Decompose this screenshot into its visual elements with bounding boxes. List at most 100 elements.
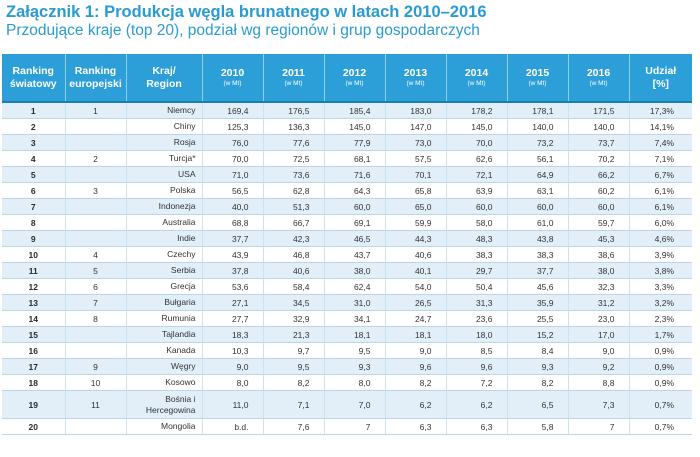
share-cell: 17,3% (629, 102, 692, 119)
value-cell-2013: 65,8 (385, 182, 447, 199)
value-cell-2013: 6,2 (385, 390, 447, 419)
value-cell-2010: 37,7 (202, 230, 264, 247)
ranking-europe-cell (65, 326, 127, 343)
share-cell: 6,7% (629, 166, 692, 183)
value-cell-2013: 57,5 (385, 150, 447, 167)
table-row: 19 11 Bośnia i Hercegowina 11,0 7,1 7,0 6,2 6,2 6… (2, 390, 692, 419)
value-cell-2016: 140,0 (568, 118, 630, 135)
table-row: 18 10 Kosowo 8,0 8,2 8,0 8,2 7,2 8,2 8,8 0,9% (2, 374, 692, 391)
share-cell: 3,2% (629, 294, 692, 311)
table-row: 8 Australia 68,8 66,7 69,1 59,9 58,0 61,0 59,7 6,… (2, 214, 692, 231)
value-cell-2015: 9,3 (507, 358, 569, 375)
value-cell-2012: 34,1 (324, 310, 386, 327)
value-cell-2013: 40,1 (385, 262, 447, 279)
value-cell-2013: 26,5 (385, 294, 447, 311)
country-cell: Mongolia (126, 418, 203, 435)
value-cell-2014: 6,2 (446, 390, 508, 419)
value-cell-2011: 46,8 (263, 246, 325, 263)
share-cell: 1,7% (629, 326, 692, 343)
value-cell-2016: 66,2 (568, 166, 630, 183)
ranking-europe-cell (65, 166, 127, 183)
value-cell-2010: 71,0 (202, 166, 264, 183)
value-cell-2010: 70,0 (202, 150, 264, 167)
share-cell: 7,4% (629, 134, 692, 151)
value-cell-2014: 60,0 (446, 198, 508, 215)
value-cell-2010: 76,0 (202, 134, 264, 151)
table-row: 9 Indie 37,7 42,3 46,5 44,3 48,3 43,8 45,3 4,6% (2, 230, 692, 247)
value-cell-2015: 60,0 (507, 198, 569, 215)
table-row: 10 4 Czechy 43,9 46,8 43,7 40,6 38,3 38,3 38,6 3,9… (2, 246, 692, 263)
ranking-europe-cell: 3 (65, 182, 127, 199)
table-row: 4 2 Turcja* 70,0 72,5 68,1 57,5 62,6 56,1 70,2 7,1… (2, 150, 692, 167)
value-cell-2011: 51,3 (263, 198, 325, 215)
value-cell-2013: 183,0 (385, 102, 447, 119)
value-cell-2016: 9,0 (568, 342, 630, 359)
value-cell-2010: 9,0 (202, 358, 264, 375)
value-cell-2013: 9,6 (385, 358, 447, 375)
value-cell-2010: 27,7 (202, 310, 264, 327)
value-cell-2016: 17,0 (568, 326, 630, 343)
country-cell: USA (126, 166, 203, 183)
value-cell-2015: 61,0 (507, 214, 569, 231)
value-cell-2011: 42,3 (263, 230, 325, 247)
ranking-europe-cell: 6 (65, 278, 127, 295)
value-cell-2011: 62,8 (263, 182, 325, 199)
value-cell-2015: 73,2 (507, 134, 569, 151)
ranking-world-cell: 10 (2, 246, 66, 263)
header-year-2010: 2010 (w Mt) (202, 54, 264, 103)
ranking-europe-cell (65, 198, 127, 215)
value-cell-2012: 9,5 (324, 342, 386, 359)
table-row: 12 6 Grecja 53,6 58,4 62,4 54,0 50,4 45,6 32,3 3,3… (2, 278, 692, 295)
value-cell-2012: 60,0 (324, 198, 386, 215)
value-cell-2011: 77,6 (263, 134, 325, 151)
share-cell: 3,9% (629, 246, 692, 263)
value-cell-2010: b.d. (202, 418, 264, 435)
country-cell: Serbia (126, 262, 203, 279)
value-cell-2011: 72,5 (263, 150, 325, 167)
country-cell: Grecja (126, 278, 203, 295)
value-cell-2012: 7,0 (324, 390, 386, 419)
value-cell-2013: 70,1 (385, 166, 447, 183)
value-cell-2014: 7,2 (446, 374, 508, 391)
value-cell-2011: 32,9 (263, 310, 325, 327)
share-cell: 7,1% (629, 150, 692, 167)
share-cell: 0,9% (629, 358, 692, 375)
value-cell-2012: 62,4 (324, 278, 386, 295)
value-cell-2012: 64,3 (324, 182, 386, 199)
value-cell-2010: 56,5 (202, 182, 264, 199)
value-cell-2014: 178,2 (446, 102, 508, 119)
country-cell: Niemcy (126, 102, 203, 119)
value-cell-2013: 24,7 (385, 310, 447, 327)
ranking-world-cell: 9 (2, 230, 66, 247)
country-cell: Kosowo (126, 374, 203, 391)
country-cell: Bułgaria (126, 294, 203, 311)
value-cell-2012: 71,6 (324, 166, 386, 183)
header-year-2014: 2014 (w Mt) (446, 54, 508, 103)
value-cell-2014: 8,5 (446, 342, 508, 359)
ranking-europe-cell: 7 (65, 294, 127, 311)
ranking-europe-cell: 4 (65, 246, 127, 263)
share-cell: 3,8% (629, 262, 692, 279)
value-cell-2011: 136,3 (263, 118, 325, 135)
ranking-europe-cell (65, 214, 127, 231)
value-cell-2013: 18,1 (385, 326, 447, 343)
value-cell-2010: 27,1 (202, 294, 264, 311)
table-row: 7 Indonezja 40,0 51,3 60,0 65,0 60,0 60,0 60,0 6,… (2, 198, 692, 215)
ranking-world-cell: 2 (2, 118, 66, 135)
value-cell-2012: 46,5 (324, 230, 386, 247)
ranking-europe-cell (65, 118, 127, 135)
value-cell-2011: 9,5 (263, 358, 325, 375)
value-cell-2013: 59,9 (385, 214, 447, 231)
value-cell-2012: 68,1 (324, 150, 386, 167)
page-title: Załącznik 1: Produkcja węgla brunatnego … (6, 3, 487, 21)
value-cell-2012: 69,1 (324, 214, 386, 231)
value-cell-2012: 77,9 (324, 134, 386, 151)
share-cell: 0,9% (629, 374, 692, 391)
share-cell: 3,3% (629, 278, 692, 295)
value-cell-2014: 50,4 (446, 278, 508, 295)
value-cell-2015: 37,7 (507, 262, 569, 279)
value-cell-2016: 9,2 (568, 358, 630, 375)
ranking-world-cell: 20 (2, 418, 66, 435)
value-cell-2010: 11,0 (202, 390, 264, 419)
ranking-world-cell: 15 (2, 326, 66, 343)
